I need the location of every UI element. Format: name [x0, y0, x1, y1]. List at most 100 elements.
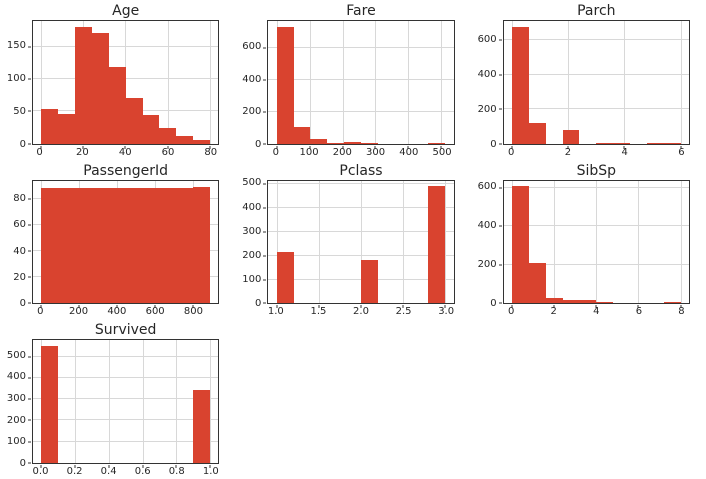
x-tick-label: 20 [76, 146, 89, 158]
x-tick-label: 3.0 [438, 306, 455, 318]
subplot-pclass: Pclass 0 100 200 300 400 500 1.0 1.5 2.0 2.5 3.0 [235, 160, 470, 320]
x-tick-label: 2 [564, 146, 572, 158]
subplot-sibsp: SibSp 0 200 400 600 0 2 4 6 8 [471, 160, 706, 320]
empty-subplot-slot [235, 319, 470, 479]
histogram-bar [562, 129, 580, 144]
y-tick-label: 60 [13, 219, 26, 231]
x-tick-mark [374, 145, 376, 149]
y-gridline [268, 78, 454, 80]
x-tick-label: 0.8 [168, 466, 185, 477]
chart-title-sibsp: SibSp [576, 162, 617, 179]
x-gridline [360, 180, 362, 304]
x-tick-label: 0 [507, 306, 515, 318]
histogram-bar [41, 346, 59, 463]
y-axis-ticks: 0 200 400 600 [237, 20, 267, 149]
chart-title-survived: Survived [94, 322, 157, 339]
chart-body: 0 20 40 60 80 [2, 179, 220, 309]
x-gridline [596, 180, 598, 304]
x-tick-label: 0 [36, 146, 43, 158]
x-gridline [276, 180, 278, 304]
x-tick-mark [142, 465, 143, 468]
y-tick-mark [28, 276, 31, 278]
plot-area-survived [28, 339, 220, 468]
y-tick-label: 400 [477, 68, 497, 80]
x-gridline [624, 21, 626, 144]
y-tick-label: 400 [477, 220, 497, 232]
y-tick-mark [28, 250, 31, 252]
y-gridline [33, 355, 219, 357]
x-tick-label: 0 [37, 306, 44, 318]
y-tick-label: 40 [13, 245, 26, 257]
x-tick-label: 1.5 [310, 306, 327, 318]
histogram-bar [193, 186, 210, 304]
x-tick-mark [209, 465, 211, 468]
x-tick-mark [680, 145, 682, 149]
x-axis-ticks: 0 20 40 60 80 [32, 145, 219, 159]
x-tick-label: 800 [183, 306, 203, 318]
y-gridline [503, 108, 689, 110]
x-axis-ticks: 0 200 400 600 800 [32, 304, 219, 318]
x-tick-mark [567, 145, 569, 149]
chart-body: 0 200 400 600 [473, 179, 690, 309]
histogram-bar [344, 141, 361, 144]
x-tick-label: 200 [69, 306, 89, 318]
x-tick-mark [276, 145, 278, 149]
x-tick-label: 200 [332, 146, 352, 158]
x-tick-mark [116, 305, 118, 309]
y-tick-label: 0 [490, 138, 497, 150]
y-tick-label: 400 [6, 371, 26, 383]
y-tick-label: 100 [6, 73, 26, 85]
x-gridline [75, 340, 77, 463]
subplot-passengerid: PassengerId 0 20 40 60 80 0 200 400 600 800 [0, 160, 235, 320]
y-axis-ticks: 0 100 200 300 400 500 [2, 339, 32, 468]
y-tick-mark [263, 79, 267, 81]
x-tick-mark [167, 145, 169, 149]
chart-body: 0 200 400 600 [237, 20, 455, 149]
y-tick-mark [498, 143, 502, 145]
plot-area-passengerid [28, 179, 220, 309]
x-gridline [568, 21, 570, 144]
y-tick-label: 0 [254, 138, 262, 150]
y-gridline [503, 186, 689, 188]
y-tick-label: 20 [13, 271, 26, 283]
x-gridline [403, 180, 405, 304]
y-gridline [503, 73, 689, 75]
histogram-bar [276, 251, 294, 304]
y-tick-label: 500 [6, 349, 26, 361]
x-tick-mark [108, 465, 110, 468]
histogram-bar [75, 27, 92, 144]
x-tick-label: 8 [678, 306, 685, 318]
y-gridline [503, 39, 689, 41]
plot-area-parch [498, 20, 690, 149]
histogram-bar [193, 140, 210, 144]
x-tick-mark [511, 145, 513, 149]
x-tick-mark [680, 305, 682, 309]
histogram-bar [41, 187, 59, 304]
x-tick-mark [440, 145, 442, 149]
histogram-bar [512, 26, 529, 144]
y-tick-mark [498, 74, 502, 76]
y-gridline [268, 46, 454, 48]
x-axis-ticks: 0 2 4 6 8 [503, 304, 690, 318]
y-tick-label: 400 [242, 73, 262, 85]
x-tick-mark [318, 305, 320, 309]
histogram-bar [528, 263, 546, 304]
chart-title-age: Age [112, 3, 140, 19]
x-gridline [680, 21, 682, 144]
x-tick-label: 4 [621, 146, 628, 158]
y-axis-ticks: 0 20 40 60 80 [2, 180, 32, 309]
y-tick-label: 200 [477, 259, 497, 271]
x-gridline [408, 21, 410, 144]
histogram-bar [159, 187, 177, 304]
y-gridline [268, 230, 454, 232]
x-axis-ticks: 0.0 0.2 0.4 0.6 0.8 1.0 [32, 464, 219, 478]
y-axis-ticks: 0 200 400 600 [473, 180, 503, 309]
subplot-parch: Parch 0 200 400 600 0 2 4 6 [471, 0, 706, 160]
x-tick-label: 1.0 [267, 306, 284, 318]
y-tick-label: 600 [477, 181, 497, 193]
y-gridline [33, 376, 219, 378]
x-gridline [638, 180, 640, 304]
histogram-bar [512, 186, 529, 304]
y-tick-label: 100 [6, 436, 26, 448]
